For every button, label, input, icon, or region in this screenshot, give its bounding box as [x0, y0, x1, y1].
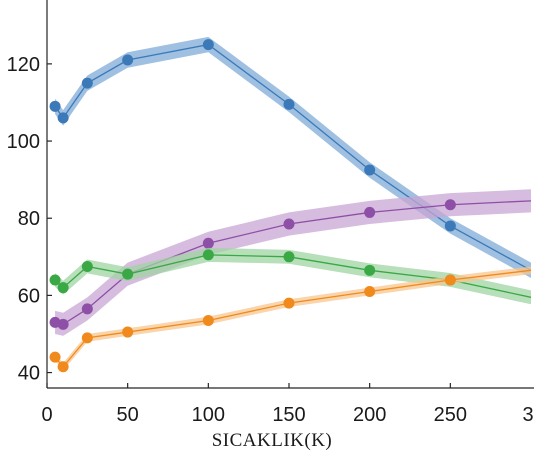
- x-ticks: 0 50 100 150 200 250 3: [41, 383, 534, 426]
- y-tick-label: 100: [7, 131, 40, 153]
- series-1: [49, 36, 531, 279]
- x-tick-label: 200: [353, 404, 386, 426]
- series-4-point: [364, 286, 376, 298]
- y-tick-label: 80: [18, 208, 40, 230]
- series-3-point: [81, 260, 93, 272]
- series-2-point: [202, 237, 214, 249]
- series-2-point: [283, 218, 295, 230]
- series-1-point: [57, 112, 69, 124]
- series-layer: [49, 36, 531, 373]
- series-1-point: [122, 54, 134, 66]
- series-4-point: [49, 351, 61, 363]
- x-tick-label: 100: [192, 404, 225, 426]
- series-4-point: [444, 274, 456, 286]
- series-1-point: [202, 39, 214, 51]
- series-4: [49, 266, 531, 373]
- series-4-band: [55, 266, 531, 371]
- series-3-point: [122, 268, 134, 280]
- series-1-point: [283, 98, 295, 110]
- series-1-band: [55, 36, 531, 279]
- x-tick-label: 150: [272, 404, 305, 426]
- y-ticks: 40 60 80 100 120: [7, 54, 52, 385]
- series-3-point: [57, 282, 69, 294]
- y-tick-label: 40: [18, 363, 40, 385]
- y-tick-label: 120: [7, 54, 40, 76]
- x-axis-title: SICAKLIK(K): [212, 430, 333, 451]
- x-tick-label: 50: [117, 404, 139, 426]
- series-3-point: [364, 264, 376, 276]
- series-1-point: [81, 77, 93, 89]
- series-3-point: [202, 249, 214, 261]
- series-3-band: [55, 247, 531, 305]
- y-tick-label: 60: [18, 285, 40, 307]
- series-4-point: [57, 361, 69, 373]
- series-4-point: [122, 326, 134, 338]
- series-3-point: [49, 274, 61, 286]
- x-tick-label: 0: [41, 404, 52, 426]
- series-4-point: [81, 332, 93, 344]
- series-2-point: [57, 318, 69, 330]
- series-2-point: [81, 303, 93, 315]
- series-2-point: [364, 206, 376, 218]
- x-tick-label: 3: [522, 404, 533, 426]
- series-3-point: [283, 251, 295, 263]
- series-4-point: [202, 314, 214, 326]
- x-tick-label: 250: [434, 404, 467, 426]
- series-4-point: [283, 297, 295, 309]
- axes-layer: 0 50 100 150 200 250 3 40 60 80 100 120: [7, 0, 534, 426]
- series-1-point: [444, 220, 456, 232]
- series-1-point: [49, 100, 61, 112]
- series-2-point: [444, 199, 456, 211]
- series-1-point: [364, 164, 376, 176]
